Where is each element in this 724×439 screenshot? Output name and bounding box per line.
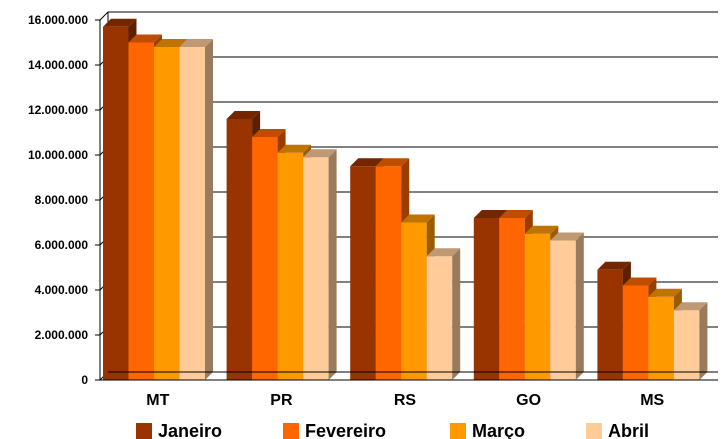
bar-side xyxy=(205,39,213,380)
bar-top xyxy=(648,288,682,297)
bar-front xyxy=(277,152,304,380)
bar-top xyxy=(524,225,559,234)
legend-label: Abril xyxy=(608,421,649,439)
legend-swatch xyxy=(586,423,602,439)
y-tick-label: 0 xyxy=(81,373,88,387)
bar-top xyxy=(375,158,410,167)
bar-front xyxy=(401,222,427,380)
legend-swatch xyxy=(283,423,299,439)
bar-front xyxy=(154,47,180,380)
gridline-depth xyxy=(99,11,109,21)
bar-front xyxy=(350,166,376,380)
bar-front xyxy=(303,157,329,380)
bar-mt-3 xyxy=(179,39,213,380)
y-tick-label: 8.000.000 xyxy=(35,193,89,207)
bar-top xyxy=(473,210,508,218)
bar-side xyxy=(452,248,461,380)
y-tick-label: 2.000.000 xyxy=(35,328,89,342)
bar-top xyxy=(179,39,213,47)
bar-top xyxy=(673,302,708,311)
y-tick-label: 4.000.000 xyxy=(35,283,89,297)
legend-swatch xyxy=(136,423,152,439)
bar-front xyxy=(648,296,674,380)
y-tick-label: 6.000.000 xyxy=(35,238,89,252)
bar-top xyxy=(550,232,584,241)
bar-front xyxy=(473,218,500,380)
bar-top xyxy=(252,129,286,137)
y-tick-label: 10.000.000 xyxy=(28,148,88,162)
bar-side xyxy=(699,302,708,380)
bar-front xyxy=(252,137,278,380)
bar-front xyxy=(597,269,623,380)
legend: Janeiro Fevereiro Março Abril xyxy=(136,421,649,439)
x-tick-label: GO xyxy=(516,392,541,409)
y-tick-label: 16.000.000 xyxy=(28,13,88,27)
bar-go-3 xyxy=(550,232,584,380)
bar-top xyxy=(103,18,137,27)
bar-side xyxy=(575,232,584,380)
bar-top xyxy=(622,277,657,286)
bar-front xyxy=(550,240,576,380)
bar-ms-3 xyxy=(673,302,708,380)
bar-top xyxy=(499,210,533,218)
legend-swatch xyxy=(450,423,466,439)
bar-pr-3 xyxy=(303,149,337,380)
bar-front xyxy=(499,218,525,380)
bar-top xyxy=(277,144,312,153)
bar-top xyxy=(128,34,162,43)
y-tick-label: 14.000.000 xyxy=(28,58,88,72)
bars xyxy=(103,18,708,380)
bar-top xyxy=(426,248,461,257)
bar-front xyxy=(179,47,205,380)
bar-front xyxy=(673,310,700,380)
legend-label: Março xyxy=(472,421,525,439)
legend-label: Janeiro xyxy=(158,421,222,439)
x-tick-label: MS xyxy=(640,392,664,409)
legend-label: Fevereiro xyxy=(305,421,386,439)
bar-front xyxy=(524,233,551,380)
bar-top xyxy=(226,111,261,119)
y-tick-label: 12.000.000 xyxy=(28,103,88,117)
bar-top xyxy=(303,149,337,158)
bar-front xyxy=(426,256,453,380)
bar-top xyxy=(154,39,188,47)
bar-front xyxy=(375,166,402,380)
x-tick-label: MT xyxy=(146,392,169,409)
bar-top xyxy=(350,158,384,167)
bar-top xyxy=(401,214,435,223)
x-tick-label: PR xyxy=(270,392,293,409)
bar-front xyxy=(622,285,649,380)
bar-rs-3 xyxy=(426,248,461,380)
bar-front xyxy=(226,119,253,380)
bar-side xyxy=(328,149,337,380)
x-tick-label: RS xyxy=(394,392,417,409)
bar-front xyxy=(128,42,154,380)
bar-top xyxy=(597,261,631,270)
bar-front xyxy=(103,26,129,380)
